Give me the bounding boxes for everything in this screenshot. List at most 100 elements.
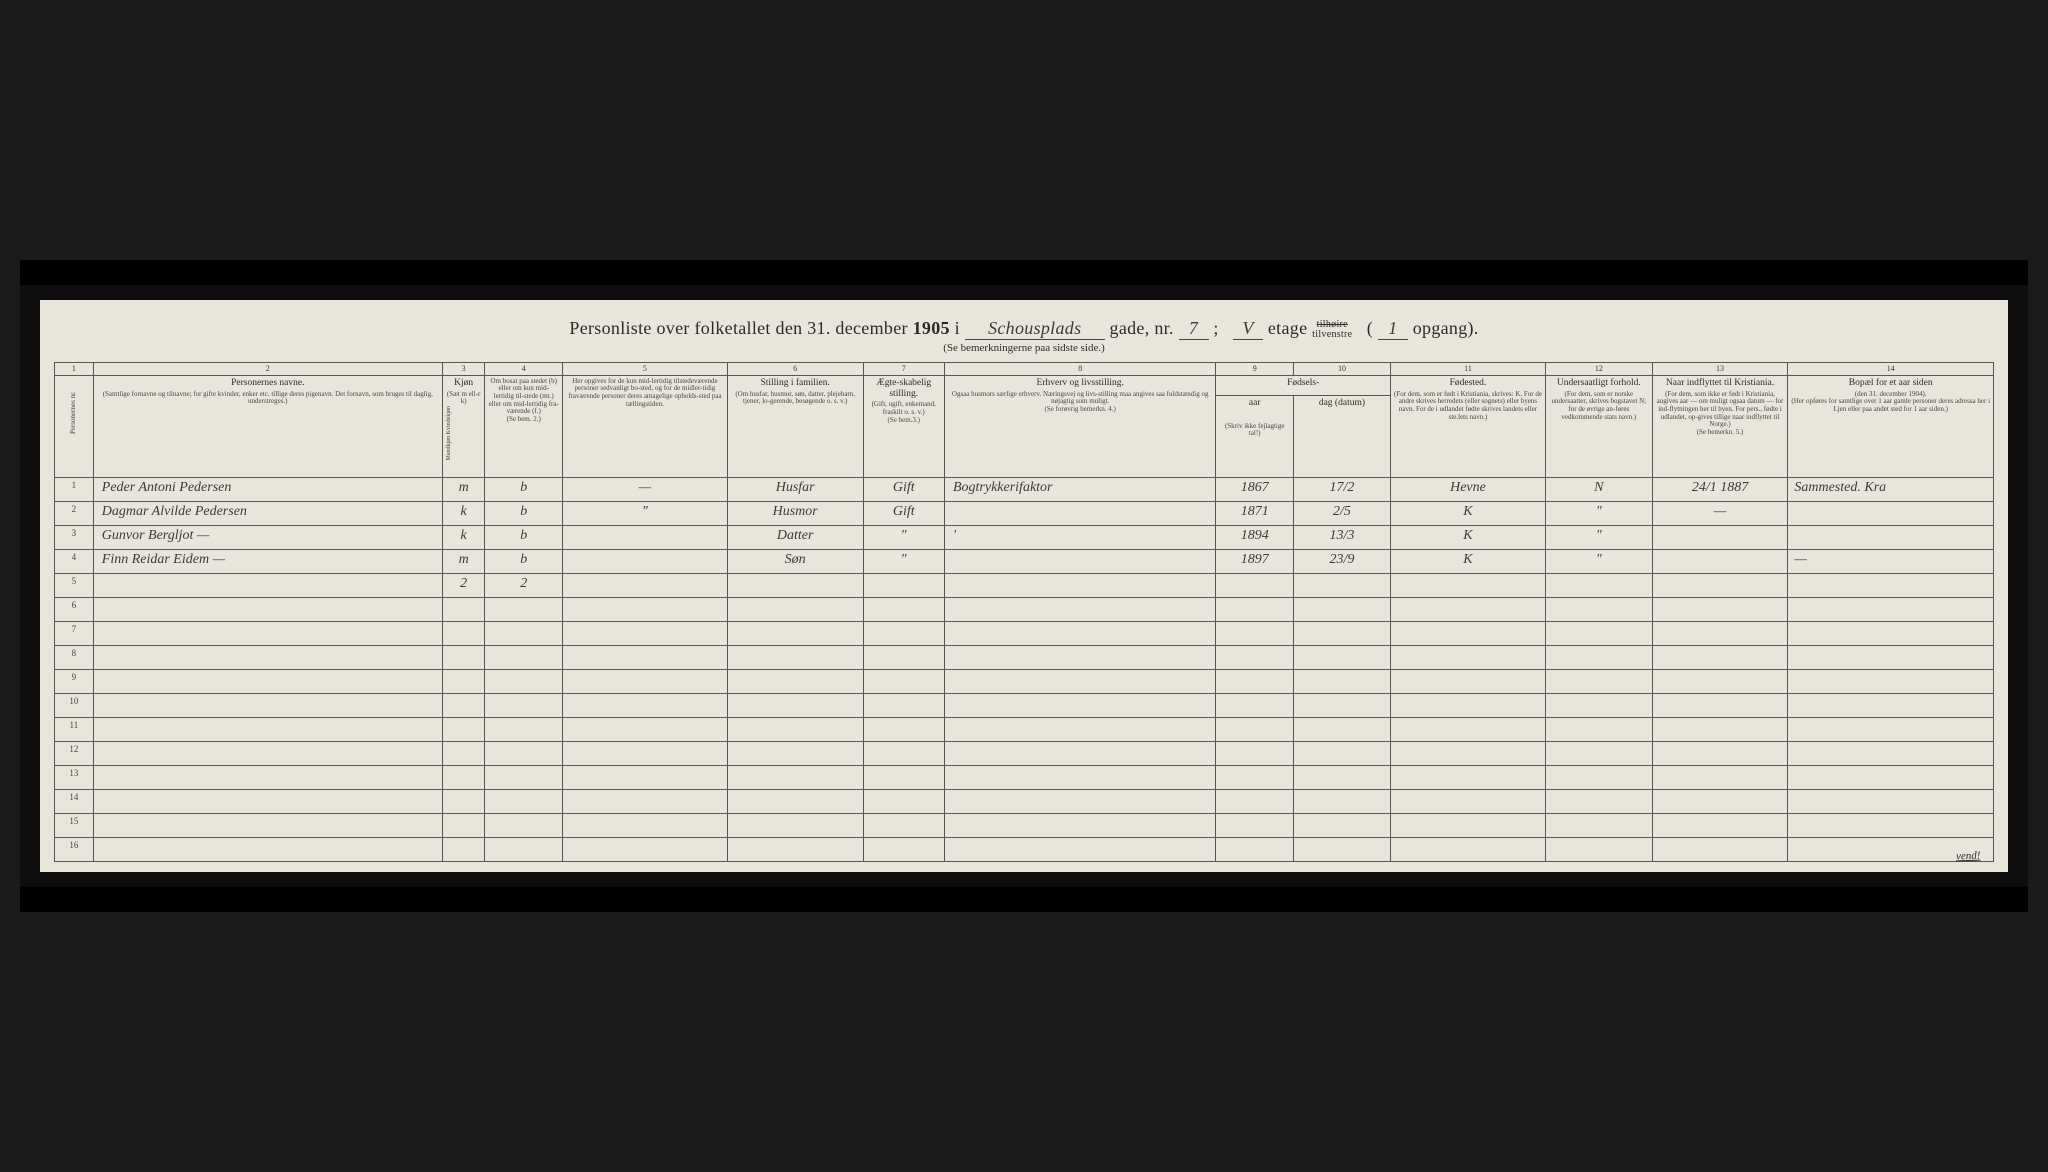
opgang-field: 1 — [1378, 318, 1408, 340]
table-row: 8 — [55, 645, 1994, 669]
cell-aar: 1894 — [1216, 525, 1294, 549]
colnum: 4 — [485, 363, 563, 375]
cell-empty — [863, 765, 944, 789]
house-number-field: 7 — [1179, 318, 1209, 340]
col-header-text: Fødsels- — [1219, 378, 1386, 389]
cell-empty — [1788, 765, 1994, 789]
colnum: 12 — [1546, 363, 1653, 375]
cell-empty — [1788, 813, 1994, 837]
cell-empty — [1216, 837, 1294, 861]
col-header-indflyttet: Naar indflyttet til Kristiania. (For dem… — [1652, 375, 1788, 477]
cell-indflyttet — [1652, 549, 1788, 573]
cell-empty — [93, 693, 442, 717]
cell-empty — [93, 621, 442, 645]
table-row: 522 — [55, 573, 1994, 597]
colnum: 1 — [55, 363, 94, 375]
etage-label: etage — [1268, 318, 1307, 338]
col-header-sub: (For dem, som er født i Kristiania, skri… — [1394, 391, 1542, 422]
title-year: 1905 — [913, 318, 950, 338]
cell-empty — [944, 741, 1215, 765]
table-row: 6 — [55, 597, 1994, 621]
cell-empty — [1390, 621, 1545, 645]
cell-aar: 1871 — [1216, 501, 1294, 525]
cell-empty — [1546, 645, 1653, 669]
row-number: 4 — [55, 549, 94, 573]
cell-empty — [1390, 837, 1545, 861]
cell-empty — [485, 693, 563, 717]
cell-empty — [1652, 741, 1788, 765]
cell-empty — [1546, 765, 1653, 789]
cell-empty — [1652, 837, 1788, 861]
cell-empty — [727, 765, 863, 789]
col-header-sub: (Se bem.3.) — [867, 417, 941, 425]
cell-empty — [485, 765, 563, 789]
row-number: 7 — [55, 621, 94, 645]
cell-empty — [442, 789, 485, 813]
cell-empty — [93, 669, 442, 693]
col-header-dag: dag (datum) — [1293, 395, 1390, 477]
cell-bopael — [1788, 501, 1994, 525]
row-number: 5 — [55, 573, 94, 597]
col-header-text: Stilling i familien. — [731, 378, 860, 389]
cell-dag — [1293, 573, 1390, 597]
cell-empty — [1546, 621, 1653, 645]
cell-empty — [727, 645, 863, 669]
cell-kjon: k — [442, 525, 485, 549]
cell-empty — [944, 717, 1215, 741]
col-header-sub: (Samtlige fornavne og tilnavne; for gift… — [97, 391, 439, 406]
cell-empty — [1216, 597, 1294, 621]
cell-empty — [563, 669, 728, 693]
cell-empty — [1652, 693, 1788, 717]
cell-kjon: m — [442, 549, 485, 573]
cell-empty — [1652, 813, 1788, 837]
cell-empty — [863, 693, 944, 717]
cell-empty — [1293, 597, 1390, 621]
cell-opgives — [563, 573, 728, 597]
row-number: 11 — [55, 717, 94, 741]
table-row: 9 — [55, 669, 1994, 693]
col-header-text: Undersaatligt forhold. — [1549, 378, 1649, 389]
scan-background: Personliste over folketallet den 31. dec… — [20, 260, 2028, 911]
table-row: 11 — [55, 717, 1994, 741]
table-row: 10 — [55, 693, 1994, 717]
cell-empty — [563, 765, 728, 789]
paren-open: ( — [1367, 318, 1373, 338]
cell-bosat: b — [485, 525, 563, 549]
col-header-stilling: Stilling i familien. (Om husfar, husmor,… — [727, 375, 863, 477]
cell-empty — [944, 669, 1215, 693]
cell-empty — [485, 813, 563, 837]
cell-empty — [1788, 645, 1994, 669]
cell-empty — [442, 741, 485, 765]
cell-empty — [863, 741, 944, 765]
table-row: 16 — [55, 837, 1994, 861]
cell-empty — [93, 813, 442, 837]
col-header-bosat: Om bosat paa stedet (b) eller om kun mid… — [485, 375, 563, 477]
cell-empty — [1546, 813, 1653, 837]
cell-opgives — [563, 549, 728, 573]
cell-indflyttet: 24/1 1887 — [1652, 477, 1788, 501]
cell-empty — [944, 693, 1215, 717]
table-row: 12 — [55, 741, 1994, 765]
col-header-erhverv: Erhverv og livsstilling. Ogsaa husmors s… — [944, 375, 1215, 477]
cell-empty — [1546, 717, 1653, 741]
cell-empty — [944, 597, 1215, 621]
cell-bosat: 2 — [485, 573, 563, 597]
cell-stilling: Søn — [727, 549, 863, 573]
cell-empty — [1546, 789, 1653, 813]
cell-aegte: Gift — [863, 477, 944, 501]
cell-empty — [485, 669, 563, 693]
cell-fodested: K — [1390, 549, 1545, 573]
col-header-sub: (Se forøvrig bemerkn. 4.) — [948, 406, 1212, 414]
cell-empty — [1390, 789, 1545, 813]
row-number: 8 — [55, 645, 94, 669]
tilvenstre: tilvenstre — [1312, 329, 1352, 340]
cell-dag: 2/5 — [1293, 501, 1390, 525]
col-header-undersaatligt: Undersaatligt forhold. (For dem, som er … — [1546, 375, 1653, 477]
census-table: 1 2 3 4 5 6 7 8 9 10 11 12 13 14 — [54, 362, 1994, 861]
row-number: 9 — [55, 669, 94, 693]
col-header-aar: aar (Skriv ikke fejlagtige tal!) — [1216, 395, 1294, 477]
col-header-aegte: Ægte-skabelig stilling. (Gift, ugift, en… — [863, 375, 944, 477]
cell-bosat: b — [485, 477, 563, 501]
cell-opgives: — — [563, 477, 728, 501]
cell-empty — [1216, 813, 1294, 837]
